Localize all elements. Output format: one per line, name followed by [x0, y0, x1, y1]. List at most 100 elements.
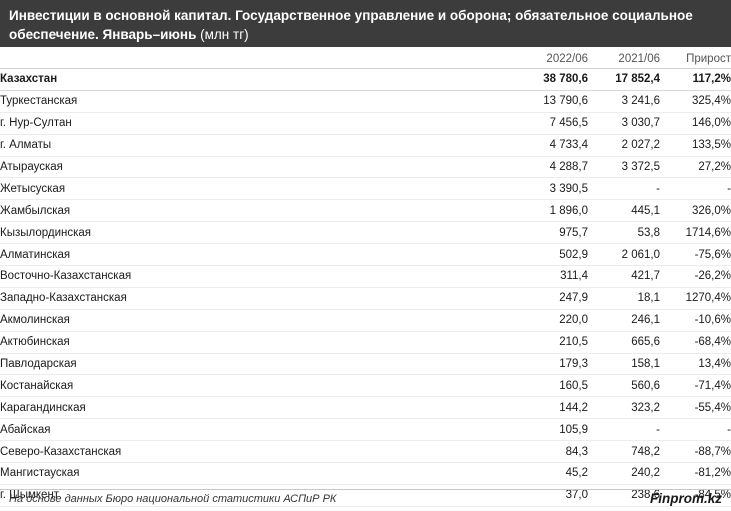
region-cell: Алматинская — [0, 248, 71, 261]
table-row: Восточно-Казахстанская 311,4 421,7 -26,2% — [0, 266, 731, 288]
region-cell: Атырауская — [0, 161, 63, 173]
table-row: Павлодарская 179,3 158,1 13,4% — [0, 353, 731, 375]
growth-cell: - — [727, 423, 731, 436]
region-cell: Павлодарская — [0, 358, 77, 371]
region-cell: Костанайская — [0, 379, 74, 392]
brand-logo-text: Finprom.kz — [649, 491, 722, 506]
value-2021-cell: - — [656, 423, 660, 436]
value-2022-cell: 144,2 — [559, 401, 588, 414]
value-2021-cell: 665,6 — [631, 336, 660, 349]
region-cell: Кызылординская — [0, 226, 92, 239]
growth-cell: -71,4% — [694, 379, 731, 392]
value-2021-cell: 560,6 — [631, 379, 660, 392]
table-row: Мангистауская 45,2 240,2 -81,2% — [0, 463, 731, 485]
value-2021-cell: 53,8 — [637, 226, 660, 239]
growth-cell: 325,4% — [691, 95, 731, 108]
region-cell: Акмолинская — [0, 314, 70, 327]
value-2021-cell: 421,7 — [631, 270, 660, 283]
growth-cell: 326,0% — [691, 204, 731, 217]
table-row: Акмолинская 220,0 246,1 -10,6% — [0, 309, 731, 332]
growth-cell: -75,6% — [694, 248, 731, 261]
value-2021-cell: 18,1 — [637, 292, 660, 305]
value-2022-cell: 975,7 — [559, 226, 588, 239]
value-2021-cell: 748,2 — [631, 445, 660, 458]
column-header-growth: Прирост — [660, 50, 731, 69]
growth-cell: -55,4% — [694, 401, 731, 414]
table-row: Костанайская 160,5 560,6 -71,4% — [0, 375, 731, 397]
table-row: Жетысуская 3 390,5 - - — [0, 178, 731, 200]
growth-cell: 146,0% — [691, 117, 731, 130]
value-2021-cell: 445,1 — [631, 204, 660, 217]
table-row: Северо-Казахстанская 84,3 748,2 -88,7% — [0, 441, 731, 463]
growth-cell: -84,5% — [694, 489, 731, 502]
region-cell: г. Нур-Султан — [0, 117, 72, 130]
value-2021-cell: 323,2 — [631, 401, 660, 414]
table-row: Актюбинская 210,5 665,6 -68,4% — [0, 331, 731, 354]
growth-cell: -68,4% — [694, 336, 731, 349]
region-cell: Восточно-Казахстанская — [0, 270, 132, 283]
value-2022-cell: 7 456,5 — [549, 117, 588, 130]
column-header-region — [0, 50, 470, 69]
table-row: Западно-Казахстанская 247,9 18,1 1270,4% — [0, 287, 731, 310]
value-2022-cell: 3 390,5 — [549, 182, 588, 195]
value-2022-cell: 4 288,7 — [549, 161, 588, 173]
value-2022-cell: 37,0 — [565, 489, 588, 502]
region-cell: г. Шымкент — [0, 489, 60, 502]
value-2021-cell: 3 030,7 — [621, 117, 660, 130]
growth-cell: 27,2% — [698, 161, 731, 173]
value-2022-cell: 210,5 — [559, 336, 588, 349]
table-row: г. Алматы 4 733,4 2 027,2 133,5% — [0, 134, 731, 157]
table-title: Инвестиции в основной капитал. Государст… — [9, 8, 693, 42]
region-cell: Абайская — [0, 423, 51, 436]
value-2021-cell: 238,6 — [631, 489, 660, 502]
source-note: На основе данных Бюро национальной стати… — [9, 493, 337, 505]
value-2022-cell: 179,3 — [559, 358, 588, 371]
growth-cell: 1714,6% — [685, 226, 731, 239]
value-2021-cell: 246,1 — [631, 314, 660, 327]
region-cell: Мангистауская — [0, 467, 80, 480]
region-cell: Западно-Казахстанская — [0, 292, 127, 305]
region-cell: Казахстан — [0, 73, 58, 86]
value-2021-cell: 240,2 — [631, 467, 660, 480]
table-row: Туркестанская 13 790,6 3 241,6 325,4% — [0, 90, 731, 113]
table-row: г. Нур-Султан 7 456,5 3 030,7 146,0% — [0, 112, 731, 135]
region-cell: Северо-Казахстанская — [0, 445, 122, 458]
table-header-banner: Инвестиции в основной капитал. Государст… — [0, 0, 731, 47]
growth-cell: 117,2% — [692, 73, 731, 86]
value-2022-cell: 247,9 — [559, 292, 588, 305]
value-2022-cell: 13 790,6 — [543, 95, 588, 108]
column-header-row: 2022/06 2021/06 Прирост — [0, 50, 731, 69]
growth-cell: - — [727, 182, 731, 195]
value-2022-cell: 105,9 — [559, 423, 588, 436]
growth-cell: -81,2% — [694, 467, 731, 480]
growth-cell: -26,2% — [694, 270, 731, 283]
region-cell: г. Алматы — [0, 139, 52, 152]
region-cell: Актюбинская — [0, 336, 70, 349]
region-cell: Жамбылская — [0, 204, 71, 217]
table-body: Казахстан 38 780,6 17 852,4 117,2% Туркестан… — [0, 69, 731, 507]
region-cell: Карагандинская — [0, 401, 86, 414]
column-header-2021: 2021/06 — [588, 50, 660, 69]
value-2022-cell: 4 733,4 — [549, 139, 588, 152]
value-2021-cell: 3 372,5 — [621, 161, 660, 173]
column-header-2022: 2022/06 — [470, 50, 588, 69]
table-row: Абайская 105,9 - - — [0, 419, 731, 441]
growth-cell: -10,6% — [694, 314, 731, 327]
value-2022-cell: 502,9 — [559, 248, 588, 261]
value-2021-cell: 2 027,2 — [621, 139, 660, 152]
table-row-total: Казахстан 38 780,6 17 852,4 117,2% — [0, 69, 731, 91]
data-table: 2022/06 2021/06 Прирост Казахстан 38 780,… — [0, 50, 731, 507]
table-row: Атырауская 4 288,7 3 372,5 27,2% — [0, 156, 731, 178]
value-2021-cell: - — [656, 182, 660, 195]
footer: На основе данных Бюро национальной стати… — [0, 489, 731, 511]
table-row: Жамбылская 1 896,0 445,1 326,0% — [0, 200, 731, 222]
growth-cell: 133,5% — [691, 139, 731, 152]
growth-cell: 13,4% — [698, 358, 731, 371]
table-row: Кызылординская 975,7 53,8 1714,6% — [0, 222, 731, 244]
table-row: Карагандинская 144,2 323,2 -55,4% — [0, 397, 731, 419]
table-row: г. Шымкент 37,0 238,6 -84,5% — [0, 484, 731, 507]
table-row: Алматинская 502,9 2 061,0 -75,6% — [0, 244, 731, 266]
growth-cell: 1270,4% — [685, 292, 731, 305]
region-cell: Жетысуская — [0, 182, 66, 195]
value-2021-cell: 158,1 — [631, 358, 660, 371]
